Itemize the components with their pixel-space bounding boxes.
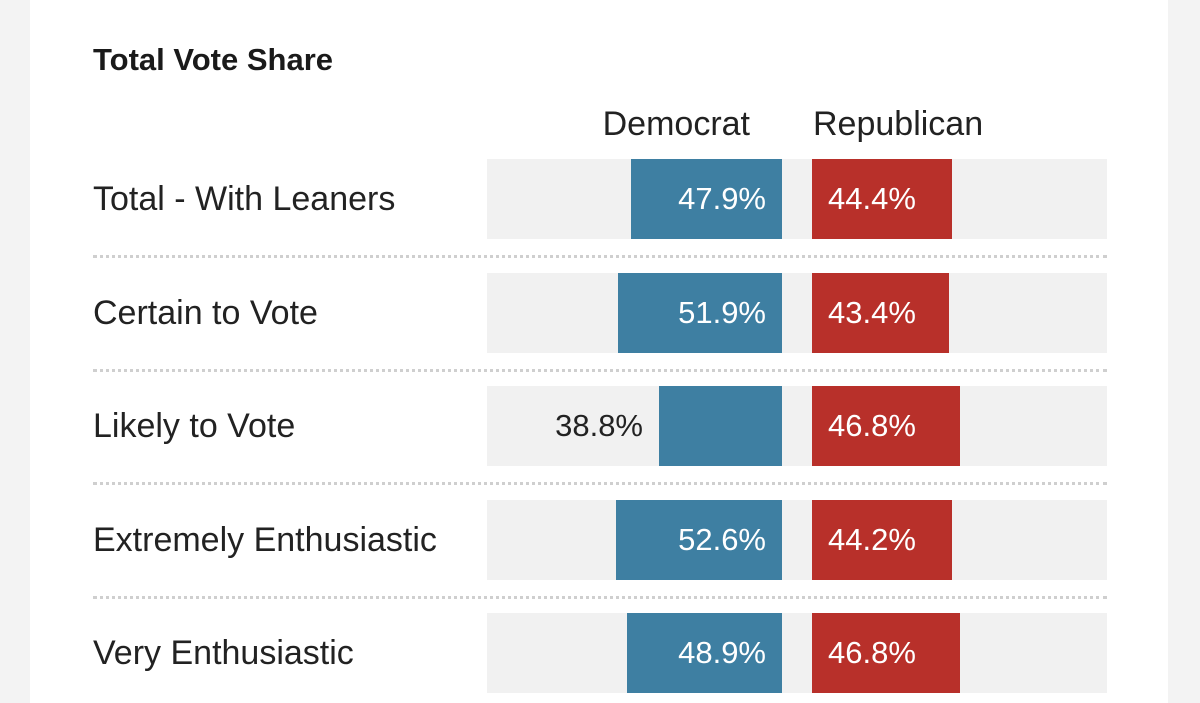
bar-democrat <box>618 273 782 353</box>
row-divider <box>93 369 1107 372</box>
value-label-republican: 46.8% <box>828 408 916 443</box>
value-label-republican: 44.2% <box>828 522 916 557</box>
chart-card: Total Vote Share Democrat Republican Tot… <box>30 0 1168 703</box>
chart-title: Total Vote Share <box>93 42 334 77</box>
series-header-republican: Republican <box>813 105 984 143</box>
row-divider <box>93 596 1107 599</box>
bar-track: 48.9% 46.8% <box>487 613 1107 693</box>
bar-democrat <box>627 613 782 693</box>
bar-republican <box>812 500 952 580</box>
value-label-democrat: 52.6% <box>678 522 766 557</box>
row-label: Extremely Enthusiastic <box>93 521 437 559</box>
bar-democrat <box>616 500 782 580</box>
series-header-democrat: Democrat <box>602 105 750 143</box>
value-label-republican: 46.8% <box>828 635 916 670</box>
row-divider <box>93 255 1107 258</box>
row-label: Certain to Vote <box>93 294 318 332</box>
bar-republican <box>812 613 960 693</box>
bar-republican <box>812 159 952 239</box>
bar-track: 52.6% 44.2% <box>487 500 1107 580</box>
row-divider <box>93 482 1107 485</box>
bar-track: 51.9% 43.4% <box>487 273 1107 353</box>
row-label: Likely to Vote <box>93 407 296 445</box>
row-label: Very Enthusiastic <box>93 634 354 672</box>
value-label-democrat: 47.9% <box>678 181 766 216</box>
bar-republican <box>812 273 949 353</box>
value-label-democrat: 48.9% <box>678 635 766 670</box>
value-label-republican: 44.4% <box>828 181 916 216</box>
bar-democrat <box>659 386 782 466</box>
value-label-democrat: 51.9% <box>678 295 766 330</box>
value-label-republican: 43.4% <box>828 295 916 330</box>
bar-track: 38.8% 46.8% <box>487 386 1107 466</box>
bar-track: 47.9% 44.4% <box>487 159 1107 239</box>
bar-republican <box>812 386 960 466</box>
row-label: Total - With Leaners <box>93 180 396 218</box>
value-label-democrat: 38.8% <box>555 408 643 443</box>
bar-democrat <box>631 159 782 239</box>
